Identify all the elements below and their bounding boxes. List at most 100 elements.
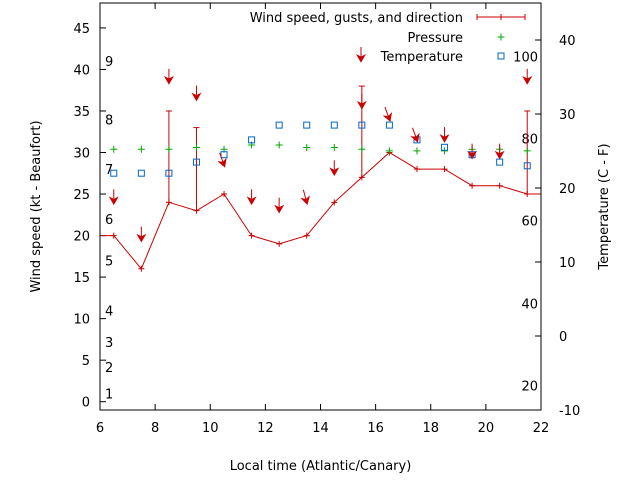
beaufort-label: 4 <box>105 304 113 319</box>
y-tick-label-right: 40 <box>559 34 576 49</box>
x-tick-label: 22 <box>533 421 550 436</box>
arrow-head <box>274 204 285 214</box>
fahrenheit-label: 80 <box>521 132 538 147</box>
wind-direction-arrow <box>439 127 450 143</box>
beaufort-label: 1 <box>105 387 113 402</box>
fahrenheit-label: 20 <box>521 380 538 395</box>
arrow-head <box>163 75 174 85</box>
arrow-head <box>356 100 367 110</box>
wind-speed-point <box>331 199 338 206</box>
wind-speed-point <box>138 265 145 272</box>
legend-direction-arrow <box>355 47 367 63</box>
wind-direction-arrow <box>494 143 505 160</box>
y-tick-label-left: 45 <box>73 22 90 37</box>
beaufort-label: 9 <box>105 55 113 70</box>
fahrenheit-label: 60 <box>521 215 538 230</box>
arrow-head <box>382 111 393 122</box>
temperature-layer <box>110 121 531 177</box>
beaufort-label: 5 <box>105 254 113 269</box>
arrow-head <box>300 195 311 206</box>
y-axis-label-right: Temperature (C - F) <box>597 143 612 270</box>
x-tick-label: 18 <box>422 421 439 436</box>
pressure-point <box>275 141 283 149</box>
pressure-point <box>385 147 393 155</box>
wind-direction-arrow <box>467 143 478 160</box>
temperature-point <box>523 162 531 170</box>
x-tick-label: 10 <box>202 421 219 436</box>
legend-swatch-pressure <box>497 33 505 41</box>
wind-direction-arrow <box>274 197 285 214</box>
wind-speed-point <box>276 240 283 247</box>
legend-label-temperature: Temperature <box>380 50 463 65</box>
y-tick-label-left: 25 <box>73 188 90 203</box>
pressure-point <box>303 144 311 152</box>
y-tick-label-right: 0 <box>559 330 567 345</box>
arrow-head <box>467 150 478 160</box>
temperature-point <box>330 121 338 129</box>
legend-swatches <box>355 14 526 63</box>
wind-direction-arrow <box>136 226 147 243</box>
y-tick-label-left: 10 <box>73 313 90 328</box>
arrow-head <box>439 134 450 143</box>
y-tick-label-left: 30 <box>73 147 90 162</box>
y-axis-label-left: Wind speed (kt - Beaufort) <box>29 120 44 292</box>
wind-direction-arrow <box>522 68 533 85</box>
wind-speed-point <box>441 166 448 173</box>
y-tick-label-right: -10 <box>559 404 580 419</box>
arrow-head <box>355 54 367 63</box>
arrow-head <box>217 157 227 168</box>
wind-direction-arrow <box>356 93 367 110</box>
fahrenheit-label: 100 <box>513 50 538 65</box>
y-tick-label-left: 35 <box>73 105 90 120</box>
temperature-point <box>358 121 366 129</box>
pressure-point <box>110 145 118 153</box>
wind-direction-arrow <box>191 85 202 102</box>
arrow-head <box>522 75 533 85</box>
y-tick-label-left: 20 <box>73 230 90 245</box>
legend-label-pressure: Pressure <box>407 31 463 46</box>
wind-direction-arrow <box>163 68 174 85</box>
arrow-head <box>410 132 420 143</box>
wind-speed-point <box>496 182 503 189</box>
wind-direction-arrow <box>217 152 227 168</box>
pressure-point <box>165 145 173 153</box>
x-tick-label: 12 <box>257 421 274 436</box>
pressure-point <box>358 145 366 153</box>
temperature-point <box>248 136 256 144</box>
x-tick-label: 6 <box>96 421 104 436</box>
wind-direction-arrow <box>246 189 257 206</box>
beaufort-label: 8 <box>105 113 113 128</box>
legend-label-wind: Wind speed, gusts, and direction <box>250 11 463 26</box>
direction-layer <box>108 68 533 243</box>
pressure-point <box>413 147 421 155</box>
temperature-point <box>220 151 228 159</box>
arrow-head <box>191 92 202 102</box>
arrow-head <box>108 196 119 206</box>
wind-speed-point <box>303 232 310 239</box>
y-tick-label-left: 0 <box>82 396 90 411</box>
wind-direction-arrow <box>108 189 119 206</box>
wind-speed-point <box>221 191 228 198</box>
pressure-layer <box>110 141 531 155</box>
wind-speed-point <box>413 166 420 173</box>
y-tick-label-left: 15 <box>73 271 90 286</box>
beaufort-label: 7 <box>105 163 113 178</box>
legend: Wind speed, gusts, and direction Pressur… <box>250 11 526 65</box>
wind-direction-arrow <box>300 189 311 206</box>
x-tick-label: 16 <box>367 421 384 436</box>
legend-swatch-temperature <box>497 52 505 60</box>
wind-direction-arrow <box>410 127 420 143</box>
plot-frame <box>99 2 542 411</box>
temperature-point <box>137 169 145 177</box>
fahrenheit-label: 40 <box>521 297 538 312</box>
wind-speed-point <box>248 232 255 239</box>
x-tick-label: 14 <box>312 421 329 436</box>
pressure-point <box>192 144 200 152</box>
temperature-point <box>165 169 173 177</box>
arrow-head <box>329 167 340 177</box>
temperature-point <box>496 158 504 166</box>
arrow-head <box>246 196 257 206</box>
tick-layer: 6 8 10 12 14 16 18 20 22051015202530354045-10010… <box>73 3 580 436</box>
y-tick-label-right: 20 <box>559 182 576 197</box>
